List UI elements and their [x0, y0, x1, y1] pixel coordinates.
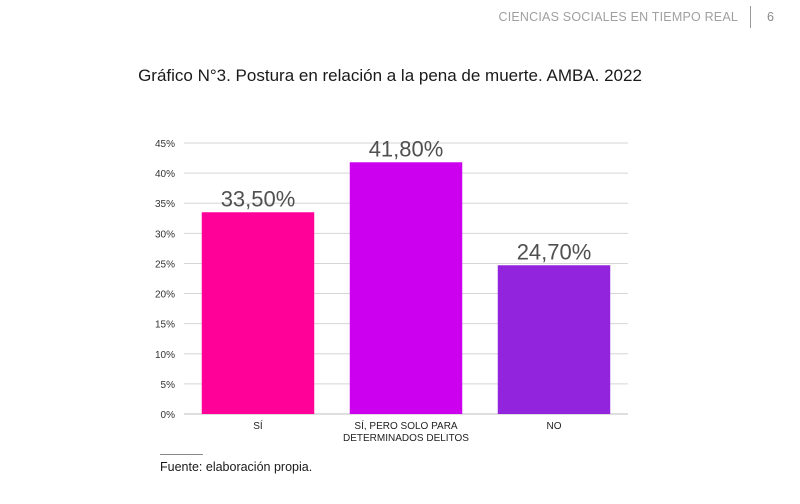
y-tick-label: 5% [161, 380, 176, 391]
y-tick-label: 30% [155, 229, 175, 240]
x-tick-label: SÍ [253, 419, 263, 432]
source-footnote: Fuente: elaboración propia. [160, 460, 313, 474]
x-tick-label: SÍ, PERO SOLO PARA DETERMINADOS DELITOS [343, 419, 469, 444]
bar [349, 162, 463, 414]
bar [201, 212, 315, 414]
chart-title: Gráfico N°3. Postura en relación a la pe… [138, 66, 642, 85]
page-header: CIENCIAS SOCIALES EN TIEMPO REAL 6 [498, 6, 774, 28]
y-tick-label: 35% [155, 199, 175, 210]
page-number: 6 [767, 10, 774, 24]
y-tick-label: 20% [155, 290, 175, 301]
y-tick-label: 45% [155, 139, 175, 150]
y-tick-label: 10% [155, 350, 175, 361]
y-tick-label: 15% [155, 320, 175, 331]
y-tick-label: 40% [155, 169, 175, 180]
data-label: 24,70% [517, 239, 592, 264]
y-tick-label: 25% [155, 259, 175, 270]
y-tick-label: 0% [161, 410, 176, 421]
header-title: CIENCIAS SOCIALES EN TIEMPO REAL [498, 10, 739, 24]
footnote-rule [160, 454, 203, 455]
data-label: 33,50% [221, 186, 296, 211]
header-divider [750, 6, 752, 28]
x-tick-label: NO [547, 421, 562, 432]
bar [497, 265, 611, 414]
data-label: 41,80% [369, 136, 444, 161]
